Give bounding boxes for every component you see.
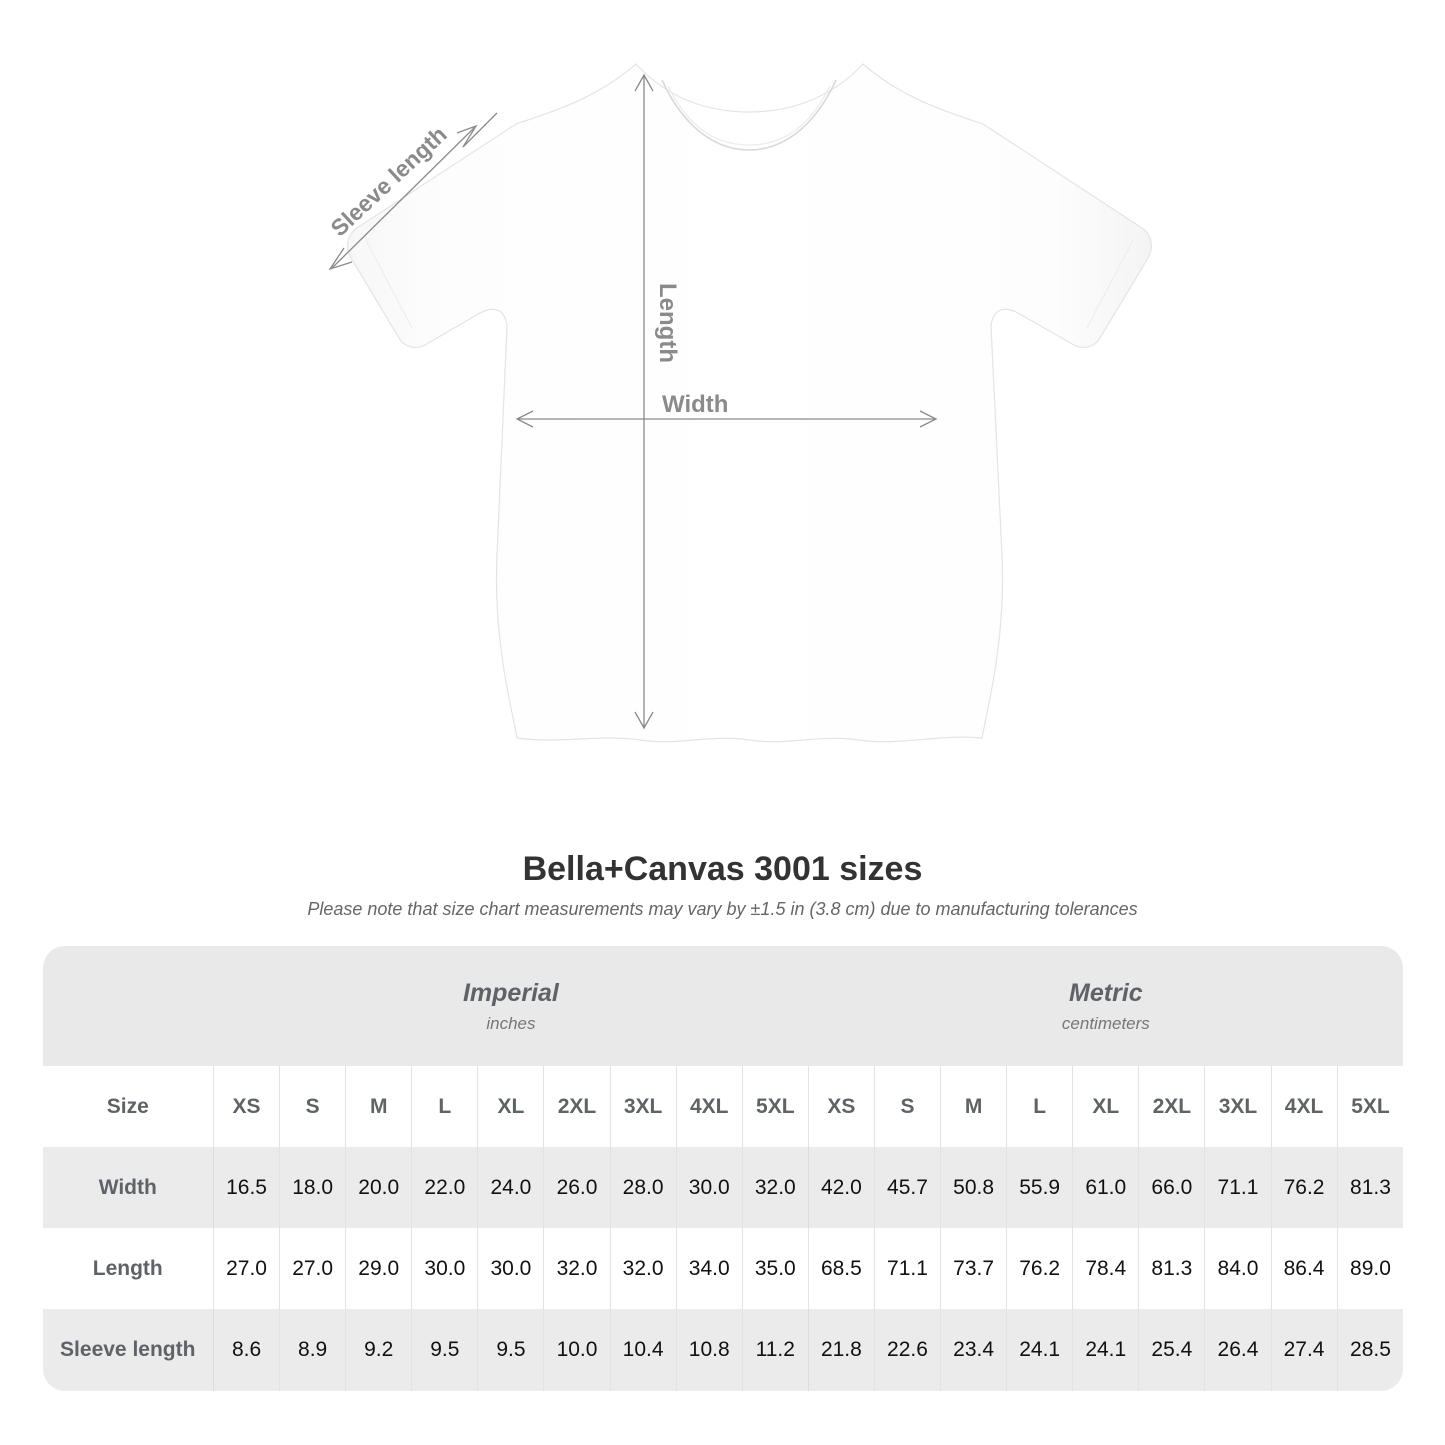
- svg-text:Width: Width: [662, 391, 728, 418]
- svg-text:Length: Length: [654, 283, 681, 363]
